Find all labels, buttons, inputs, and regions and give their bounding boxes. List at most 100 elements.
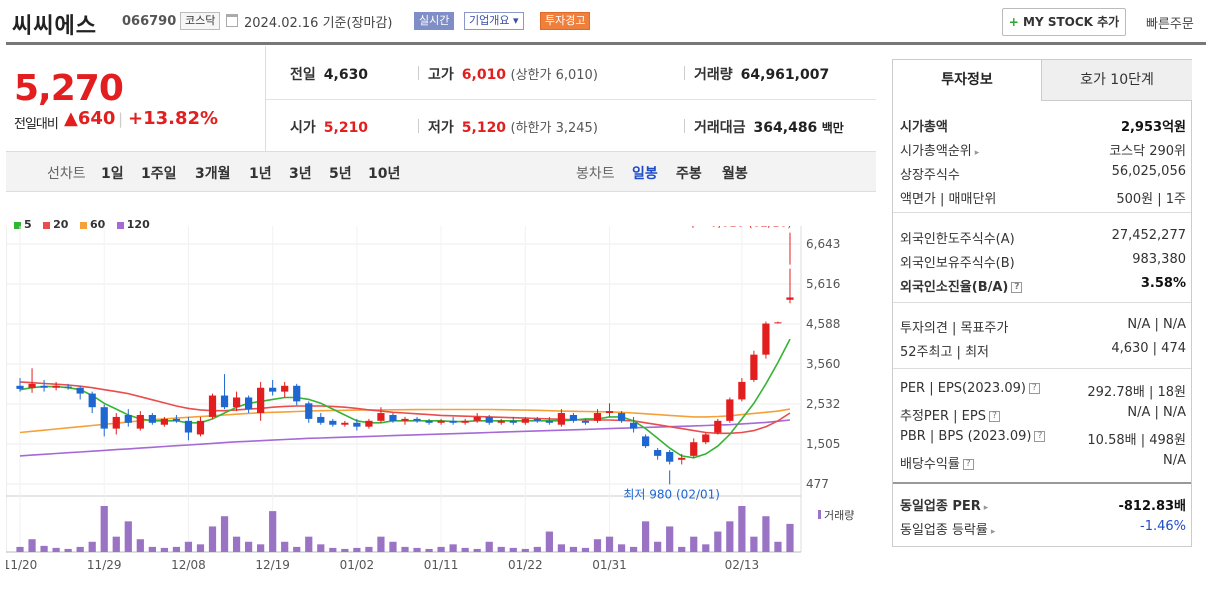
volume-bar: [762, 516, 770, 552]
volume-bar: [690, 536, 698, 552]
volume-bar: [220, 516, 229, 552]
info-row[interactable]: 시가총액순위 ▸ 코스닥 290위: [900, 140, 1186, 160]
info-label: 동일업종 등락률 ▸: [900, 523, 996, 538]
candle-body: [642, 436, 650, 447]
period-3y[interactable]: 3년: [289, 166, 312, 182]
price-summary: [6, 46, 876, 152]
prev-close: 전일 4,630: [290, 67, 369, 83]
candle-body: [377, 413, 385, 421]
candle-body: [714, 420, 722, 433]
info-value: 3.58%: [1140, 276, 1186, 291]
divider: [418, 66, 419, 80]
candle-body: [16, 385, 24, 389]
volume-bar: [738, 506, 746, 552]
info-row[interactable]: 동일업종 등락률 ▸ -1.46%: [900, 519, 1186, 539]
candle-body: [437, 420, 445, 423]
volume-bar: [461, 547, 469, 552]
y-tick-label: 4,588: [806, 317, 840, 331]
company-overview-dropdown[interactable]: 기업개요 ▾: [464, 12, 524, 30]
y-tick-label: 2,532: [806, 397, 840, 411]
section-divider: [893, 302, 1191, 303]
period-10y[interactable]: 10년: [368, 166, 401, 182]
change-value: ▲640: [64, 108, 116, 129]
volume-bar: [52, 547, 60, 552]
volume-bar: [786, 523, 794, 552]
candle-body: [473, 416, 481, 421]
my-stock-label: MY STOCK 추가: [1023, 15, 1120, 29]
volume-bar: [666, 526, 674, 552]
volume-bar: [401, 546, 409, 552]
info-value: -1.46%: [1140, 519, 1186, 534]
change-separator: |: [118, 110, 124, 128]
help-icon[interactable]: ?: [988, 411, 1000, 422]
volume-bar: [28, 539, 36, 552]
volume-bar: [449, 544, 457, 552]
candle-body: [220, 395, 229, 408]
period-1w[interactable]: 1주일: [141, 166, 177, 182]
volume-bar: [257, 544, 265, 552]
help-icon[interactable]: ?: [962, 459, 974, 470]
chevron-right-icon[interactable]: ▸: [983, 503, 989, 513]
x-tick-label: 01/31: [592, 558, 627, 572]
period-3m[interactable]: 3개월: [195, 166, 231, 182]
info-value: 4,630 | 474: [1111, 341, 1186, 356]
candle-body: [750, 354, 758, 380]
my-stock-add-button[interactable]: + MY STOCK 추가: [1002, 8, 1126, 36]
chevron-right-icon[interactable]: ▸: [990, 527, 996, 537]
volume-bar: [750, 536, 758, 552]
period-1y[interactable]: 1년: [249, 166, 272, 182]
tab-order-book[interactable]: 호가 10단계: [1042, 60, 1192, 101]
volume-bar: [473, 548, 481, 552]
realtime-button[interactable]: 실시간: [414, 12, 455, 30]
candle-monthly[interactable]: 월봉: [722, 166, 748, 182]
candle-body: [726, 399, 734, 421]
period-1d[interactable]: 1일: [101, 166, 124, 182]
divider: [684, 119, 685, 133]
plus-icon: +: [1008, 15, 1019, 29]
volume-bar: [726, 521, 734, 552]
low-annotation: 최저 980 (02/01): [623, 487, 720, 501]
candle-body: [100, 407, 108, 429]
info-row: PER | EPS(2023.09)? 292.78배 | 18원: [900, 381, 1186, 401]
candle-body: [244, 397, 253, 410]
volume-bar: [88, 541, 96, 552]
info-row[interactable]: 동일업종 PER ▸ -812.83배: [900, 495, 1186, 515]
volume-bar: [124, 521, 132, 552]
info-value: 2,953억원: [1120, 120, 1186, 135]
tab-investment-info[interactable]: 투자정보: [893, 60, 1042, 101]
volume-bar: [76, 546, 84, 552]
candle-body: [605, 411, 614, 414]
candle-weekly[interactable]: 주봉: [676, 166, 702, 182]
candle-body: [353, 422, 361, 427]
info-row: 52주최고 | 최저 4,630 | 474: [900, 341, 1186, 361]
y-tick-label: 477: [806, 477, 829, 491]
candle-body: [690, 442, 698, 456]
candle-body: [762, 323, 770, 355]
volume-bar: [557, 544, 566, 552]
x-tick-label: 12/19: [255, 558, 290, 572]
volume-bar: [341, 548, 349, 552]
volume-bar: [497, 546, 505, 552]
volume-bar: [509, 547, 517, 552]
chevron-right-icon[interactable]: ▸: [974, 148, 980, 158]
x-tick-label: 02/13: [725, 558, 760, 572]
info-row: 배당수익률? N/A: [900, 453, 1186, 473]
help-icon[interactable]: ?: [1034, 431, 1046, 442]
help-icon[interactable]: ?: [1028, 383, 1040, 394]
x-tick-label: 01/22: [508, 558, 543, 572]
help-icon[interactable]: ?: [1011, 282, 1023, 293]
quick-order-link[interactable]: 빠른주문: [1146, 17, 1194, 32]
candle-body: [305, 403, 313, 419]
info-row: 외국인한도주식수(A) 27,452,277: [900, 228, 1186, 248]
volume-bar: [353, 547, 361, 552]
volume-bar: [184, 541, 193, 552]
volume-bar: [196, 544, 205, 552]
candle-body: [774, 322, 782, 324]
volume-bar: [64, 548, 72, 552]
candle-body: [401, 418, 409, 421]
volume-bar: [281, 541, 289, 552]
info-label: 액면가 | 매매단위: [900, 192, 997, 207]
candle-daily[interactable]: 일봉: [632, 166, 658, 182]
period-5y[interactable]: 5년: [329, 166, 352, 182]
candle-body: [786, 297, 794, 300]
